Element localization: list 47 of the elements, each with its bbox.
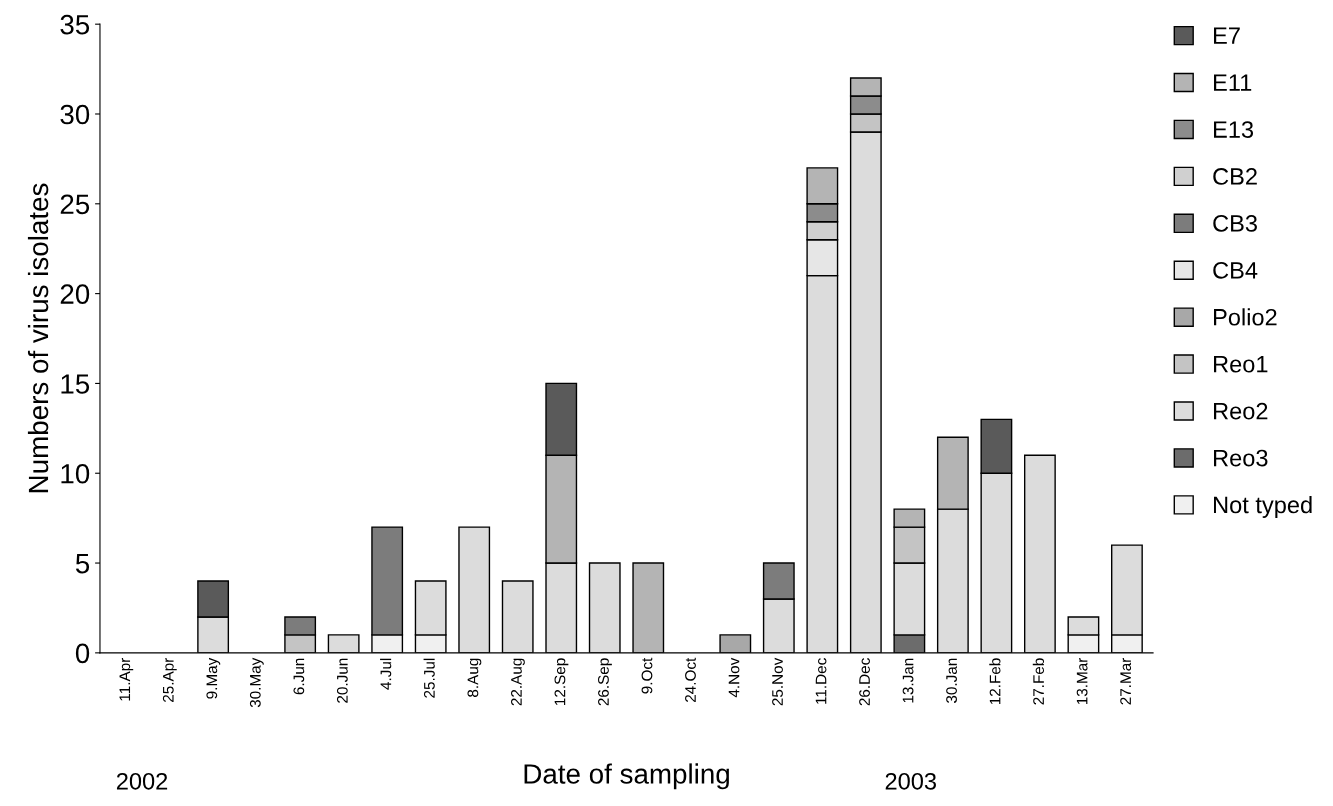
legend-label: CB3 [1213,215,1257,232]
x-tick-label: 22.Aug [511,658,525,706]
x-tick-label: 30.Jan [946,658,957,704]
x-tick-label: 13.Jan [902,658,914,703]
x-tick-label: 25.Jul [423,658,435,698]
x-tick-label: 26.Sep [598,658,612,706]
x-tick-label: 8.Aug [467,658,482,697]
x-tick-label: 4.Nov [728,657,740,698]
x-tick-label: 6.Jun [293,658,305,695]
x-tick-label: 9.May [206,657,221,699]
legend-label: E13 [1214,121,1254,138]
y-tick-label: 25 [60,194,90,215]
text: 2003 [885,772,936,790]
y-tick-label: 5 [75,554,90,574]
legend-label: E7 [1214,27,1240,44]
y-tick-label: 10 [61,463,90,484]
legend-label: Not typed [1214,495,1312,518]
x-tick-label: 25.Nov [772,657,783,706]
legend-label: CB2 [1213,168,1257,185]
x-tick-label: 27.Feb [1032,658,1045,705]
x-tick-label: 25.Apr [162,657,177,702]
y-tick-label: 0 [75,643,90,664]
y-tick-label: 20 [60,284,90,304]
legend-label: Reo3 [1214,449,1268,467]
legend-label: Reo1 [1214,356,1268,373]
x-tick-label: 13.Mar [1076,657,1088,705]
y-axis-title: Numbers of virus isolates [27,183,49,493]
x-tick-label: 12.Sep [554,658,569,705]
legend-label: Polio2 [1214,308,1277,326]
legend-label: E11 [1214,74,1252,91]
x-axis-title: Date of sampling [524,763,729,790]
x-tick-label: 11.Apr [119,657,134,701]
y-tick-label: 15 [61,374,90,394]
text: 2002 [116,772,168,790]
legend-label: CB4 [1213,261,1258,279]
x-tick-label: 24.Oct [685,657,696,702]
y-tick-label: 30 [60,104,90,125]
x-tick-label: 11.Dec [815,658,827,704]
x-tick-label: 9.Oct [641,657,653,694]
x-tick-label: 20.Jun [336,658,348,703]
x-tick-label: 12.Feb [989,658,1001,705]
legend-label: Reo2 [1214,402,1268,420]
y-tick-label: 35 [60,14,90,35]
x-tick-label: 27.Mar [1120,657,1132,705]
x-tick-label: 30.May [249,657,264,708]
x-tick-label: 4.Jul [380,658,392,690]
x-tick-label: 26.Dec [859,658,870,706]
